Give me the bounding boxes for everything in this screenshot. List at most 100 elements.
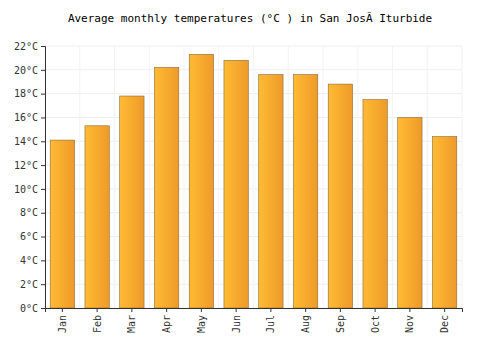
grid-line-vertical: [184, 46, 185, 308]
x-tick-label: Nov: [404, 315, 415, 333]
y-tick: 20°C: [14, 65, 45, 76]
x-tick-mark: [340, 308, 341, 312]
y-tick-mark: [41, 117, 45, 118]
x-tick: Jun: [231, 308, 242, 333]
bar: [363, 100, 387, 308]
x-tick-mark: [236, 308, 237, 312]
x-tick: Nov: [404, 308, 415, 333]
x-tick-mark: [444, 308, 445, 312]
bar: [293, 75, 317, 308]
y-tick: 4°C: [20, 255, 45, 266]
x-tick: Apr: [161, 308, 172, 333]
y-tick-mark: [41, 141, 45, 142]
bars: [50, 54, 457, 308]
y-tick: 10°C: [14, 184, 45, 195]
x-tick-mark: [97, 308, 98, 312]
y-tick-label: 0°C: [20, 303, 38, 314]
y-tick-label: 6°C: [20, 231, 38, 242]
x-tick-mark: [375, 308, 376, 312]
chart: 0°C 2°C 4°C 6°C 8°C 10°C 12°C 14°C 16°C 18°C 20°C 2…: [0, 0, 500, 350]
y-tick-label: 10°C: [14, 184, 38, 195]
y-tick-label: 12°C: [14, 160, 38, 171]
y-tick-mark: [41, 237, 45, 238]
y-axis-line: [41, 47, 46, 309]
x-tick: Feb: [92, 308, 103, 333]
bar: [259, 75, 283, 308]
bar: [224, 60, 248, 308]
grid-line-vertical: [392, 46, 393, 308]
y-tick-label: 16°C: [14, 112, 38, 123]
grid-line-vertical: [357, 46, 358, 308]
x-tick-mark: [62, 308, 63, 312]
y-tick-mark: [41, 213, 45, 214]
plot-area: 0°C 2°C 4°C 6°C 8°C 10°C 12°C 14°C 16°C 18°C 20°C 2…: [14, 41, 463, 333]
bar: [85, 126, 109, 308]
grid-line-vertical: [323, 46, 324, 308]
title: Average monthly temperatures (°C ) in Sa…: [68, 12, 432, 25]
grid-line-vertical: [462, 46, 463, 308]
x-tick: Mar: [126, 308, 137, 333]
x-tick-mark: [305, 308, 306, 312]
y-tick-label: 18°C: [14, 88, 38, 99]
x-tick-mark: [166, 308, 167, 312]
grid: [45, 46, 462, 308]
y-tick-mark: [41, 94, 45, 95]
x-tick: Dec: [439, 308, 450, 333]
x-tick-mark: [409, 308, 410, 312]
x-tick-label: Oct: [370, 315, 381, 333]
y-tick-label: 4°C: [20, 255, 38, 266]
y-tick: 16°C: [14, 112, 45, 123]
y-tick: 8°C: [20, 207, 45, 218]
y-tick-mark: [41, 308, 45, 309]
x-tick: Sep: [335, 308, 346, 333]
y-tick-label: 2°C: [20, 279, 38, 290]
y-tick: 6°C: [20, 231, 45, 242]
x-tick-label: Aug: [300, 315, 311, 333]
y-tick-mark: [41, 70, 45, 71]
x-tick-label: Mar: [126, 315, 137, 333]
grid-line-vertical: [149, 46, 150, 308]
bar: [432, 137, 456, 308]
bar: [189, 54, 213, 308]
y-tick: 0°C: [20, 303, 45, 314]
x-tick-label: Jul: [265, 315, 276, 333]
grid-line-vertical: [218, 46, 219, 308]
x-tick: Jul: [265, 308, 276, 333]
y-tick: 2°C: [20, 279, 45, 290]
y-tick: 12°C: [14, 160, 45, 171]
y-axis: 0°C 2°C 4°C 6°C 8°C 10°C 12°C 14°C 16°C 18°C 20°C 2…: [14, 41, 46, 314]
bar: [120, 96, 144, 308]
y-tick-mark: [41, 189, 45, 190]
y-tick-mark: [41, 260, 45, 261]
y-tick: 22°C: [14, 41, 45, 52]
x-tick: Oct: [370, 308, 381, 333]
x-tick-mark: [270, 308, 271, 312]
x-tick-label: May: [196, 315, 207, 333]
y-tick-label: 20°C: [14, 65, 38, 76]
y-tick-mark: [41, 165, 45, 166]
x-tick-label: Dec: [439, 315, 450, 333]
bar: [328, 84, 352, 308]
x-tick-label: Sep: [335, 315, 346, 333]
y-tick-label: 8°C: [20, 207, 38, 218]
bar: [154, 67, 178, 308]
x-tick-label: Feb: [92, 315, 103, 333]
grid-line-vertical: [253, 46, 254, 308]
x-tick-mark: [201, 308, 202, 312]
x-axis: Jan Feb Mar Apr May Jun Jul Aug Sep Oct Nov Dec: [46, 308, 463, 333]
x-tick-label: Jan: [57, 315, 68, 333]
x-tick: May: [196, 308, 207, 333]
x-axis-line: [46, 309, 463, 313]
x-tick: Jan: [57, 308, 68, 333]
grid-line-vertical: [288, 46, 289, 308]
grid-line-vertical: [114, 46, 115, 308]
y-tick-label: 22°C: [14, 41, 38, 52]
y-tick: 14°C: [14, 136, 45, 147]
x-tick: Aug: [300, 308, 311, 333]
x-tick-mark: [131, 308, 132, 312]
y-tick: 18°C: [14, 88, 45, 99]
x-tick-label: Apr: [161, 315, 172, 333]
y-tick-mark: [41, 284, 45, 285]
x-tick-label: Jun: [231, 315, 242, 333]
y-tick-mark: [41, 46, 45, 47]
